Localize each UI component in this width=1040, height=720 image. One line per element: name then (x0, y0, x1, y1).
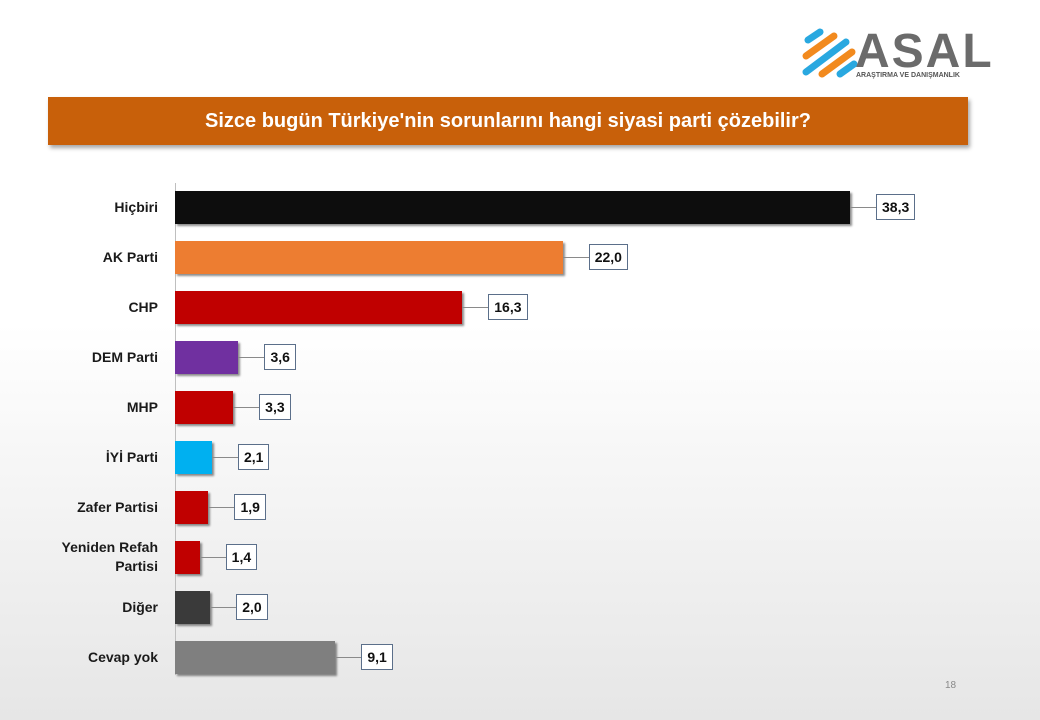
label-connector (238, 357, 265, 358)
bar (175, 290, 463, 324)
value-label: 1,4 (225, 544, 258, 570)
bar (175, 190, 850, 224)
value-label: 2,1 (238, 444, 270, 470)
axis-line (175, 183, 176, 675)
label-connector (210, 607, 237, 608)
chart-title: Sizce bugün Türkiye'nin sorunlarını hang… (48, 97, 968, 145)
value-label: 3,6 (264, 344, 296, 370)
bar (175, 240, 563, 274)
value-label: 38,3 (876, 194, 916, 220)
category-label: İYİ Parti (105, 448, 158, 465)
bar (175, 640, 336, 674)
category-label: Hiçbiri (114, 198, 158, 215)
category-label: Yeniden Refah Partisi (61, 539, 158, 574)
page-number: 18 (945, 680, 957, 691)
label-connector (199, 557, 226, 558)
value-label: 9,1 (361, 644, 393, 670)
logo-name: ASAL (855, 25, 994, 78)
bar (175, 390, 234, 424)
label-connector (850, 207, 876, 208)
label-connector (208, 507, 235, 508)
value-label: 3,3 (259, 394, 291, 420)
bar (175, 590, 211, 624)
value-label: 2,0 (236, 594, 268, 620)
label-connector (462, 307, 489, 308)
category-label: AK Parti (102, 248, 158, 265)
value-label: 16,3 (488, 294, 528, 320)
bar (175, 490, 209, 524)
logo-tagline: ARAŞTIRMA VE DANIŞMANLIK (856, 72, 960, 79)
category-label: Zafer Partisi (77, 498, 158, 515)
value-label: 1,9 (234, 494, 266, 520)
bar (175, 340, 239, 374)
bar (175, 540, 200, 574)
category-label: CHP (128, 298, 158, 315)
category-label: DEM Parti (91, 348, 158, 365)
category-label: Cevap yok (87, 648, 158, 665)
bar (175, 440, 212, 474)
category-label: Diğer (122, 598, 158, 615)
logo-mark (802, 28, 858, 78)
label-connector (562, 257, 589, 258)
label-connector (212, 457, 238, 458)
category-label: MHP (126, 398, 158, 415)
value-label: 22,0 (588, 244, 628, 270)
label-connector (335, 657, 362, 658)
label-connector (233, 407, 260, 408)
